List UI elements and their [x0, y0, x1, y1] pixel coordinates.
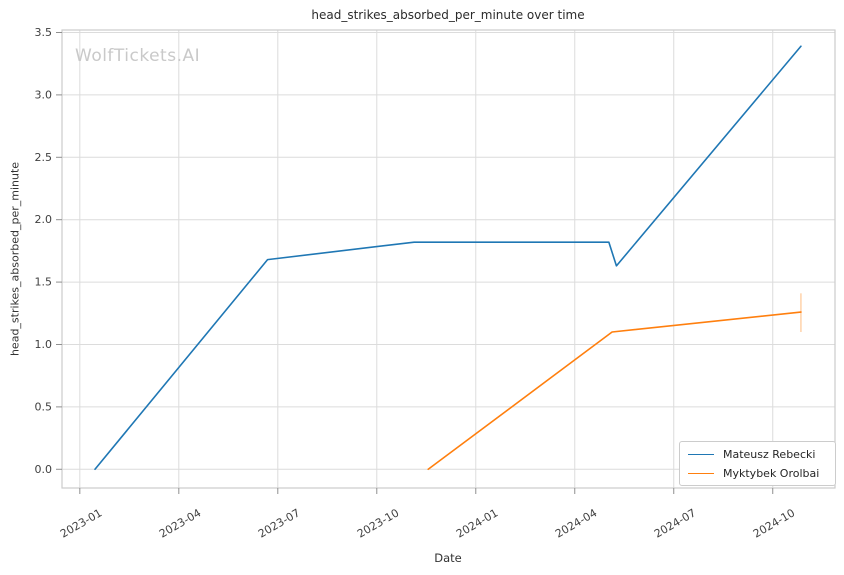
axes-spines: [61, 29, 836, 489]
y-axis-label: head_strikes_absorbed_per_minute: [8, 161, 22, 357]
y-tick-label: 2.0: [35, 213, 53, 226]
series-line: [427, 311, 802, 471]
legend-label: Myktybek Orolbai: [723, 466, 820, 480]
x-tick-label: 2023-07: [256, 506, 302, 540]
chart-title: head_strikes_absorbed_per_minute over ti…: [311, 8, 585, 22]
y-tick-label: 3.0: [35, 88, 53, 101]
x-tick-label: 2024-07: [652, 506, 698, 540]
x-axis-label: Date: [434, 551, 462, 565]
legend-label: Mateusz Rebecki: [723, 447, 816, 461]
series-line: [94, 45, 802, 471]
y-tick-label: 0.5: [35, 400, 53, 413]
legend-line-swatch: [688, 453, 714, 455]
y-tick-label: 1.0: [35, 338, 53, 351]
x-tick-label: 2023-04: [157, 506, 203, 540]
y-tick-label: 1.5: [35, 276, 53, 289]
y-tick-label: 3.5: [35, 26, 53, 39]
x-tick-label: 2024-04: [553, 506, 599, 540]
watermark: WolfTickets.AI: [75, 46, 201, 66]
legend-line-swatch: [688, 472, 714, 474]
x-tick-label: 2024-01: [454, 506, 500, 540]
y-tick-label: 0.0: [35, 463, 53, 476]
legend-item: Mateusz Rebecki: [688, 447, 827, 461]
legend-item: Myktybek Orolbai: [688, 466, 827, 480]
x-tick-label: 2023-10: [355, 506, 401, 540]
legend: Mateusz Rebecki Myktybek Orolbai: [679, 441, 836, 486]
y-tick-label: 2.5: [35, 151, 53, 164]
x-tick-label: 2024-10: [751, 506, 797, 540]
x-tick-label: 2023-01: [58, 506, 104, 540]
